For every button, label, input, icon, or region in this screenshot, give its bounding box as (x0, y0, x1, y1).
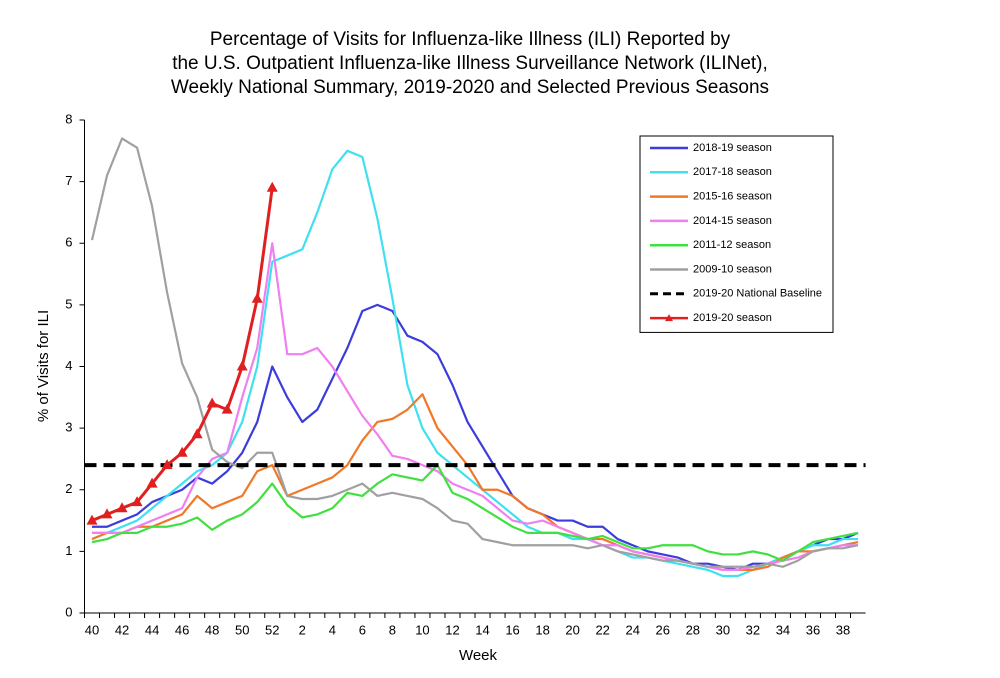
x-tick-label: 4 (329, 622, 336, 637)
x-tick-label: 52 (265, 622, 279, 637)
legend-marker (665, 314, 673, 322)
marker (116, 502, 128, 513)
x-tick-label: 8 (389, 622, 396, 637)
x-tick-label: 34 (776, 622, 790, 637)
y-tick-label: 7 (65, 173, 72, 188)
legend-label: 2019-20 National Baseline (693, 288, 822, 300)
series-line (91, 187, 274, 522)
series-line (92, 149, 859, 578)
x-tick-label: 50 (235, 622, 249, 637)
legend-label: 2019-20 season (693, 312, 772, 324)
series-line (90, 137, 859, 568)
marker (236, 360, 248, 371)
x-axis-label: Week (459, 647, 498, 664)
legend-label: 2018-19 season (693, 142, 772, 154)
legend-label: 2017-18 season (693, 166, 772, 178)
legend-label: 2011-12 season (693, 239, 771, 251)
y-tick-label: 5 (65, 296, 72, 311)
marker (206, 397, 218, 408)
chart-title: Percentage of Visits for Influenza-like … (210, 29, 731, 50)
x-tick-label: 10 (415, 622, 429, 637)
y-axis-label: % of Visits for ILI (35, 310, 52, 422)
x-tick-label: 20 (565, 622, 579, 637)
x-tick-label: 6 (359, 622, 366, 637)
x-tick-label: 12 (445, 622, 459, 637)
legend-label: 2015-16 season (693, 191, 772, 203)
marker (131, 496, 143, 507)
marker (251, 292, 263, 303)
marker (101, 508, 113, 519)
x-tick-label: 16 (505, 622, 519, 637)
y-tick-label: 6 (65, 235, 72, 250)
x-tick-label: 14 (475, 622, 489, 637)
x-tick-label: 26 (656, 622, 670, 637)
legend-label: 2014-15 season (693, 215, 772, 227)
chart-title: Weekly National Summary, 2019-2020 and S… (171, 77, 769, 98)
y-tick-label: 2 (65, 481, 72, 496)
marker (86, 514, 98, 525)
marker (161, 459, 173, 470)
x-tick-label: 42 (115, 622, 129, 637)
y-tick-label: 1 (65, 543, 72, 558)
x-tick-label: 30 (716, 622, 730, 637)
x-tick-label: 40 (85, 622, 99, 637)
y-tick-label: 4 (65, 358, 72, 373)
x-tick-label: 36 (806, 622, 820, 637)
x-tick-label: 32 (746, 622, 760, 637)
legend-box (639, 135, 834, 333)
y-tick-label: 3 (65, 420, 72, 435)
x-tick-label: 48 (205, 622, 219, 637)
y-tick-label: 8 (65, 111, 72, 126)
marker (146, 477, 158, 488)
marker (176, 446, 188, 457)
x-tick-label: 24 (625, 622, 639, 637)
x-tick-label: 46 (175, 622, 189, 637)
legend-label: 2009-10 season (693, 263, 772, 275)
chart-title: the U.S. Outpatient Influenza-like Illne… (172, 53, 768, 74)
x-tick-label: 28 (686, 622, 700, 637)
x-tick-label: 44 (145, 622, 159, 637)
x-tick-label: 2 (299, 622, 306, 637)
marker (266, 181, 278, 192)
x-tick-label: 22 (595, 622, 609, 637)
y-tick-label: 0 (65, 604, 72, 619)
series-line (91, 464, 859, 562)
series-line (92, 303, 859, 571)
marker (221, 403, 233, 414)
x-tick-label: 18 (535, 622, 549, 637)
x-tick-label: 38 (836, 622, 850, 637)
marker (191, 428, 203, 439)
